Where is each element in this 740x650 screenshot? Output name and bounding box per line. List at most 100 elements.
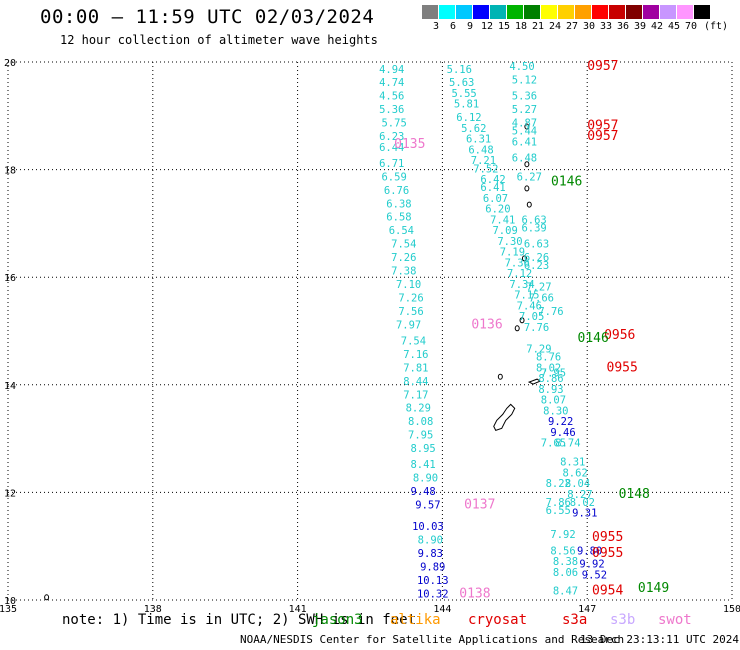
color-scale-label: 24 xyxy=(549,21,562,32)
wave-height-value: 5.16 xyxy=(447,64,472,76)
wave-height-value: 6.54 xyxy=(389,225,414,237)
lon-tick-label: 147 xyxy=(578,604,596,615)
lon-tick-label: 138 xyxy=(144,604,162,615)
wave-height-value: 8.08 xyxy=(408,416,433,428)
color-scale-swatch xyxy=(558,5,574,19)
wave-height-value: 7.46 xyxy=(517,300,542,312)
color-scale-swatch xyxy=(694,5,710,19)
wave-height-value: 7.30 xyxy=(497,236,522,248)
wave-height-value: 9.57 xyxy=(415,500,440,512)
wave-height-value: 4.56 xyxy=(379,91,404,103)
lat-tick-label: 20 xyxy=(4,58,16,69)
color-scale-label: 30 xyxy=(583,21,596,32)
wave-height-value: 6.63 xyxy=(521,214,546,226)
wave-height-value: 7.26 xyxy=(398,292,423,304)
wave-height-value: 7.86 xyxy=(546,497,571,509)
wave-height-value: 7.16 xyxy=(403,349,428,361)
color-scale-swatch xyxy=(524,5,540,19)
wave-height-value: 7.81 xyxy=(403,362,428,374)
color-scale-swatch xyxy=(660,5,676,19)
wave-height-value: 6.23 xyxy=(379,131,404,143)
color-scale-label: 12 xyxy=(481,21,494,32)
wave-height-value: 9.48 xyxy=(410,486,435,498)
island-outline xyxy=(514,325,520,332)
wave-height-value: 7.12 xyxy=(507,268,532,280)
wave-height-value: 6.41 xyxy=(512,136,537,148)
wave-height-value: 8.22 xyxy=(546,478,571,490)
wave-height-value: 7.52 xyxy=(473,163,498,175)
island-outline xyxy=(526,201,532,208)
color-scale-swatch xyxy=(575,5,591,19)
lat-tick-label: 14 xyxy=(4,381,16,392)
legend-item-s3a: s3a xyxy=(562,612,588,628)
legend-item-jason3: jason3 xyxy=(312,612,363,628)
guam-island-outline xyxy=(493,403,516,432)
pass-time-label: 0148 xyxy=(619,487,650,502)
wave-height-value: 8.74 xyxy=(555,438,580,450)
wave-height-value: 4.87 xyxy=(512,118,537,130)
wave-height-value: 6.20 xyxy=(485,204,510,216)
wave-height-value: 9.83 xyxy=(418,548,443,560)
color-scale-bar xyxy=(422,5,711,24)
wave-height-value: 7.05 xyxy=(519,311,544,323)
legend-item-swot: swot xyxy=(658,612,692,628)
color-scale-label: 70 xyxy=(685,21,698,32)
pass-time-label: 0138 xyxy=(459,586,490,601)
page-subtitle: 12 hour collection of altimeter wave hei… xyxy=(60,33,378,47)
wave-height-value: 9.22 xyxy=(548,416,573,428)
lon-tick-label: 150 xyxy=(723,604,740,615)
wave-height-value: 8.06 xyxy=(553,567,578,579)
page-title: 00:00 – 11:59 UTC 02/03/2024 xyxy=(40,6,375,28)
wave-height-value: 8.04 xyxy=(565,478,590,490)
lat-tick-label: 16 xyxy=(4,273,16,284)
pass-time-label: 0957 xyxy=(587,118,618,133)
wave-height-value: 8.47 xyxy=(553,586,578,598)
legend-item-altika: altika xyxy=(390,612,441,628)
lat-tick-label: 12 xyxy=(4,488,16,499)
wave-height-value: 7.34 xyxy=(509,279,534,291)
wave-height-value: 8.02 xyxy=(536,362,561,374)
wave-height-value: 5.36 xyxy=(512,91,537,103)
wave-height-value: 5.12 xyxy=(512,75,537,87)
wave-height-value: 8.07 xyxy=(541,395,566,407)
wave-height-value: 10.32 xyxy=(417,588,449,600)
lon-tick-label: 141 xyxy=(289,604,307,615)
wave-height-value: 8.44 xyxy=(403,376,428,388)
pass-time-label: 0956 xyxy=(604,328,635,343)
pass-time-label: 0146 xyxy=(578,331,609,346)
color-scale-swatch xyxy=(456,5,472,19)
wave-height-value: 8.56 xyxy=(550,545,575,557)
wave-height-value: 6.31 xyxy=(466,134,491,146)
wave-height-value: 6.12 xyxy=(456,112,481,124)
color-scale-swatch xyxy=(626,5,642,19)
island-outline xyxy=(521,255,527,262)
wave-height-value: 8.30 xyxy=(543,405,568,417)
wave-height-value: 7.95 xyxy=(408,430,433,442)
wave-height-value: 8.90 xyxy=(413,473,438,485)
color-scale-swatch xyxy=(422,5,438,19)
wave-height-value: 9.52 xyxy=(582,569,607,581)
wave-height-value: 8.76 xyxy=(536,352,561,364)
lat-tick-label: 10 xyxy=(4,596,16,607)
wave-height-value: 9.80 xyxy=(577,545,602,557)
color-scale-swatch xyxy=(592,5,608,19)
color-scale-label: 39 xyxy=(634,21,647,32)
color-scale-label: 15 xyxy=(498,21,511,32)
wave-height-value: 5.27 xyxy=(512,104,537,116)
wave-height-value: 4.74 xyxy=(379,77,404,89)
wave-height-value: 6.26 xyxy=(524,252,549,264)
pass-time-label: 0146 xyxy=(551,175,582,190)
wave-height-value: 6.48 xyxy=(468,144,493,156)
wave-height-value: 10.03 xyxy=(412,521,444,533)
wave-height-value: 7.10 xyxy=(396,279,421,291)
color-scale-label: 33 xyxy=(600,21,613,32)
wave-height-value: 7.95 xyxy=(541,368,566,380)
wave-height-value: 8.31 xyxy=(560,457,585,469)
color-scale-swatch xyxy=(677,5,693,19)
wave-height-value: 7.21 xyxy=(471,155,496,167)
wave-height-value: 7.36 xyxy=(505,257,530,269)
legend-item-cryosat: cryosat xyxy=(468,612,528,628)
color-scale-swatch xyxy=(541,5,557,19)
color-scale-unit: (ft) xyxy=(704,21,729,32)
